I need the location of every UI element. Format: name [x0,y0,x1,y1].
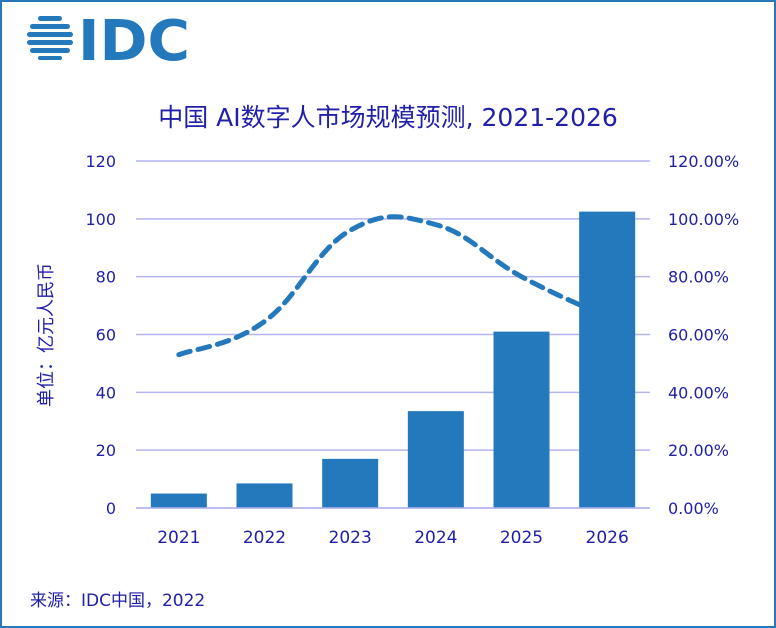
svg-text:IDC: IDC [78,12,190,64]
idc-logo: IDC [26,9,196,74]
y-axis-label: 单位：亿元人民币 [36,263,57,407]
source-note: 来源：IDC中国，2022 [30,591,206,611]
chart-title: 中国 AI数字人市场规模预测, 2021-2026 [158,103,618,132]
